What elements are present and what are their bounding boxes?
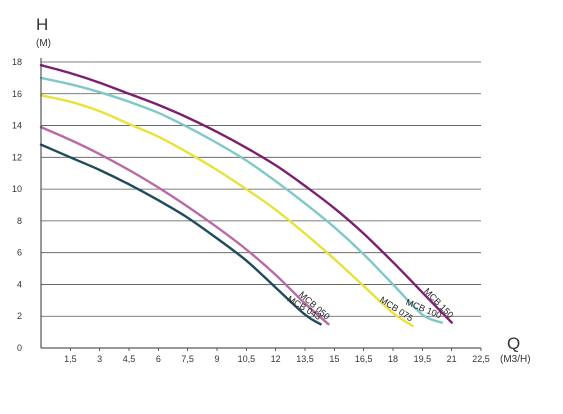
series-line-mcb-043 bbox=[39, 143, 322, 326]
x-tick-label: 7,5 bbox=[181, 354, 194, 364]
y-axis-unit: (M) bbox=[36, 38, 51, 49]
grid-lines bbox=[41, 61, 481, 317]
series-line-mcb-050 bbox=[39, 125, 330, 326]
x-axis-title: Q bbox=[507, 334, 520, 353]
x-tick-label: 12 bbox=[271, 354, 281, 364]
x-tick-label: 22,5 bbox=[472, 354, 490, 364]
x-tick-label: 1,5 bbox=[64, 354, 77, 364]
y-tick-labels: 0 2 4 6 8 10 12 14 16 18 bbox=[12, 57, 22, 353]
axes bbox=[40, 58, 482, 351]
series-line-mcb-075 bbox=[39, 94, 414, 327]
x-tick-label: 6 bbox=[156, 354, 161, 364]
y-tick-label: 14 bbox=[12, 121, 22, 131]
y-tick-label: 0 bbox=[17, 343, 22, 353]
y-tick-label: 12 bbox=[12, 152, 22, 162]
x-tick-label: 19,5 bbox=[414, 354, 432, 364]
y-tick-label: 8 bbox=[17, 216, 22, 226]
x-tick-label: 10,5 bbox=[238, 354, 256, 364]
x-tick-label: 13,5 bbox=[296, 354, 314, 364]
x-tick-label: 4,5 bbox=[123, 354, 136, 364]
series-line-mcb-100 bbox=[39, 76, 444, 324]
y-axis-title: H bbox=[36, 15, 48, 34]
y-tick-label: 4 bbox=[17, 279, 22, 289]
x-axis-unit: (M3/H) bbox=[500, 354, 531, 365]
x-tick-label: 16,5 bbox=[355, 354, 373, 364]
x-tick-label: 3 bbox=[97, 354, 102, 364]
y-tick-label: 16 bbox=[12, 89, 22, 99]
x-tick-label: 9 bbox=[214, 354, 219, 364]
x-tick-label: 21 bbox=[447, 354, 457, 364]
x-tick-label: 18 bbox=[388, 354, 398, 364]
y-tick-label: 6 bbox=[17, 248, 22, 258]
curves bbox=[39, 64, 453, 327]
series-line-mcb-150 bbox=[39, 64, 453, 324]
x-tick-label: 15 bbox=[329, 354, 339, 364]
y-tick-label: 18 bbox=[12, 57, 22, 67]
x-tick-labels: 1,5 3 4,5 6 7,5 9 10,5 12 13,5 15 16,5 18 19,5 21 22,5 bbox=[64, 354, 490, 364]
y-tick-label: 10 bbox=[12, 184, 22, 194]
y-tick-label: 2 bbox=[17, 311, 22, 321]
